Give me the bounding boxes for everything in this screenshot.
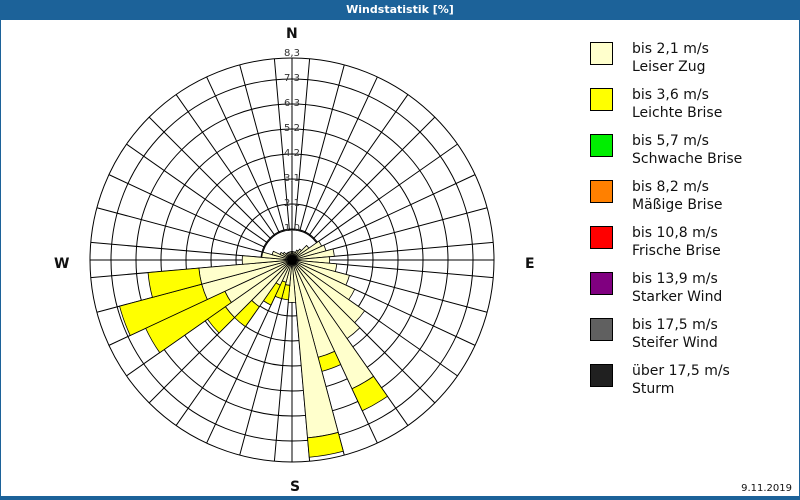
legend-swatch	[590, 226, 613, 249]
grid-radial-line	[320, 207, 488, 253]
wind-sector-bar	[147, 267, 203, 298]
wind-sector-bar	[119, 283, 208, 336]
ring-label: 4,2	[284, 148, 300, 159]
grid-radial-line	[318, 174, 476, 248]
ring-label: 3,1	[284, 173, 300, 184]
legend-swatch	[590, 272, 613, 295]
chart-date: 9.11.2019	[741, 483, 792, 494]
grid-radial-line	[294, 58, 311, 231]
legend-swatch	[590, 42, 613, 65]
grid-radial-line	[321, 262, 494, 279]
ring-label: 5,2	[284, 123, 300, 134]
legend-range: bis 5,7 m/s	[632, 133, 709, 149]
grid-radial-line	[304, 76, 378, 234]
wind-sector-bar	[351, 375, 388, 412]
legend-range: bis 8,2 m/s	[632, 179, 709, 195]
compass-north-label: N	[286, 26, 298, 42]
chart-title: Windstatistik [%]	[0, 0, 800, 20]
legend-label: Frische Brise	[632, 243, 721, 259]
legend-label: Leiser Zug	[632, 59, 706, 75]
grid-radial-line	[206, 286, 280, 444]
grid-radial-line	[90, 241, 263, 258]
legend-label: Steifer Wind	[632, 335, 718, 351]
compass-south-label: S	[290, 479, 301, 495]
legend-label: Mäßige Brise	[632, 197, 723, 213]
grid-radial-line	[206, 76, 280, 234]
legend-label: Leichte Brise	[632, 105, 723, 121]
legend-range: bis 2,1 m/s	[632, 41, 709, 57]
grid-radial-line	[299, 64, 345, 232]
wind-rose-chart: 1,0 2,1 3,1 4,2 5,2 6,3 7,3 8,3	[89, 48, 495, 463]
ring-label: 7,3	[284, 73, 300, 84]
legend-range: bis 13,9 m/s	[632, 271, 718, 287]
ring-label: 1,0	[284, 223, 300, 234]
legend-range: bis 17,5 m/s	[632, 317, 718, 333]
ring-label: 6,3	[284, 98, 300, 109]
legend-swatch	[590, 318, 613, 341]
legend-swatch	[590, 88, 613, 111]
compass-east-label: E	[525, 256, 535, 272]
grid-radial-line	[273, 58, 290, 231]
compass-west-label: W	[54, 256, 70, 272]
grid-radial-line	[312, 116, 436, 240]
ring-label: 8,3	[284, 48, 300, 59]
legend-label: Schwache Brise	[632, 151, 743, 167]
center-point	[288, 256, 296, 264]
grid-radial-line	[175, 94, 276, 236]
legend-swatch	[590, 180, 613, 203]
legend-range: über 17,5 m/s	[632, 363, 730, 379]
bottom-border	[0, 496, 800, 500]
wind-sector-bar	[307, 431, 344, 458]
grid-radial-line	[308, 94, 409, 236]
grid-radial-line	[273, 289, 290, 462]
ring-label: 2,1	[284, 198, 300, 209]
legend-swatch	[590, 134, 613, 157]
grid-radial-line	[126, 143, 268, 244]
legend-range: bis 3,6 m/s	[632, 87, 709, 103]
grid-radial-line	[321, 241, 494, 258]
grid-radial-line	[239, 288, 285, 456]
legend-swatch	[590, 364, 613, 387]
grid-radial-line	[148, 116, 272, 240]
legend-label: Sturm	[632, 381, 675, 397]
grid-radial-line	[316, 143, 458, 244]
grid-radial-line	[96, 207, 264, 253]
grid-radial-line	[239, 64, 285, 232]
legend-range: bis 10,8 m/s	[632, 225, 718, 241]
grid-radial-line	[108, 174, 266, 248]
legend-label: Starker Wind	[632, 289, 723, 305]
